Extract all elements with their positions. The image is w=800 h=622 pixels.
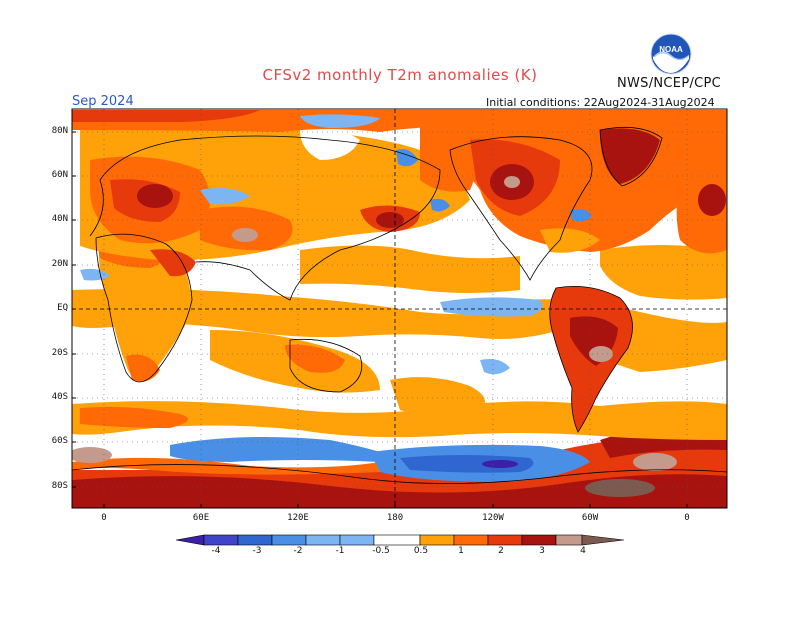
south-pacific-warm: [390, 377, 485, 418]
lat-label-80n: 80N: [51, 126, 68, 136]
lat-label-60n: 60N: [51, 170, 68, 180]
colorbar-gt5: [581, 534, 625, 546]
south-indian-warm: [80, 406, 188, 428]
agency-label: NWS/NCEP/CPC: [617, 76, 722, 91]
southern-ocean-cold: [170, 436, 380, 462]
lon-label-0-east: 0: [684, 513, 690, 523]
australia-outline: [289, 339, 363, 393]
southern-midlat-warm: [72, 401, 727, 440]
tan-anomaly-patch-west: [72, 447, 112, 463]
colorbar-label-p4: 4: [580, 546, 586, 556]
colorbar-label-p1: 1: [458, 546, 464, 556]
extreme-anomaly-patch: [585, 479, 655, 497]
colorbar-p3-4: [521, 534, 557, 546]
eurasia-outline: [89, 135, 441, 301]
lon-label-0: 0: [101, 513, 107, 523]
colorbar-label-p05: 0.5: [413, 546, 429, 556]
colorbar-neg2-1: [271, 534, 307, 546]
cold-patch-us: [570, 208, 592, 222]
map-field: [72, 109, 727, 508]
europe-dark-core: [137, 184, 173, 208]
antarctic-dark-band: [72, 474, 727, 508]
colorbar-label-neg3: -3: [252, 546, 262, 556]
colorbar-label-p3: 3: [539, 546, 545, 556]
cold-patch-south-pacific: [480, 359, 510, 375]
noaa-logo: NOAA: [650, 33, 692, 75]
north-america-outline: [449, 136, 593, 281]
colorbar-label-p2: 2: [498, 546, 504, 556]
coastlines: [72, 126, 727, 484]
lon-label-60e: 60E: [192, 513, 210, 523]
southern-ocean-orange: [72, 457, 380, 475]
colorbar-p2-3: [487, 534, 523, 546]
colorbar-p05-1: [419, 534, 455, 546]
noaa-logo-text: NOAA: [659, 45, 683, 54]
colorbar-label-neg1: -1: [335, 546, 345, 556]
greenland-outline: [599, 126, 663, 187]
tropical-warm-band: [72, 288, 560, 339]
cold-patch-arctic: [300, 114, 380, 128]
north-pacific-subtropical-warm: [300, 245, 520, 293]
lat-label-60s: 60S: [51, 436, 68, 446]
lon-label-120e: 120E: [287, 513, 309, 523]
greenland-dark: [600, 128, 660, 184]
lat-label-80s: 80S: [51, 481, 68, 491]
equatorial-cold-tongue: [440, 297, 543, 317]
lat-label-eq: EQ: [57, 303, 68, 313]
lat-label-20n: 20N: [51, 259, 68, 269]
cold-patch-pacific: [430, 198, 450, 212]
tan-anomaly-patch: [633, 453, 677, 471]
colorbar-label-neg4: -4: [211, 546, 221, 556]
australia-warm-core: [285, 344, 345, 373]
north-america-tan: [504, 176, 520, 188]
strongest-cold-core: [482, 460, 518, 468]
forecast-month: Sep 2024: [72, 94, 134, 109]
siberia-neutral: [300, 129, 360, 160]
map-ticks: [72, 131, 688, 508]
pacific-southern-cold-core: [400, 455, 534, 473]
southern-africa-warm: [126, 354, 160, 382]
lat-label-20s: 20S: [51, 348, 68, 358]
colorbar-p4-5: [555, 534, 583, 546]
lat-label-40s: 40S: [51, 392, 68, 402]
graticule: [72, 109, 727, 508]
colorbar-neg1-05: [305, 534, 341, 546]
lon-label-60w: 60W: [581, 513, 599, 523]
cold-patch-asia: [200, 188, 250, 205]
initial-conditions: Initial conditions: 22Aug2024-31Aug2024: [486, 96, 715, 109]
middle-east-warm: [150, 249, 196, 277]
colorbar-neg4-3: [203, 534, 239, 546]
colorbar-neg1-05b: [339, 534, 375, 546]
lon-label-120w: 120W: [482, 513, 504, 523]
tropical-atlantic-warm: [600, 245, 727, 300]
colorbar-neg3-2: [237, 534, 273, 546]
cold-patch-atlantic: [80, 268, 110, 281]
north-pacific-hotspot-core: [376, 212, 404, 228]
south-america-tan: [589, 346, 613, 362]
colorbar-neutral: [373, 534, 421, 546]
central-asia-tan: [232, 228, 258, 242]
europe-east-edge-dark: [698, 184, 726, 216]
colorbar-p1-2: [453, 534, 489, 546]
arctic-warm-core: [72, 110, 260, 122]
antarctica-outline: [72, 464, 727, 484]
lon-label-180: 180: [386, 513, 404, 523]
colorbar: [175, 534, 625, 546]
colorbar-lt-neg4: [175, 534, 205, 546]
colorbar-label-neg05: -0.5: [372, 546, 390, 556]
map-title: CFSv2 monthly T2m anomalies (K): [262, 66, 538, 84]
south-america-outline: [549, 286, 633, 433]
lat-label-40n: 40N: [51, 214, 68, 224]
africa-outline: [95, 233, 193, 383]
us-east-warm: [540, 228, 600, 253]
colorbar-label-neg2: -2: [293, 546, 303, 556]
